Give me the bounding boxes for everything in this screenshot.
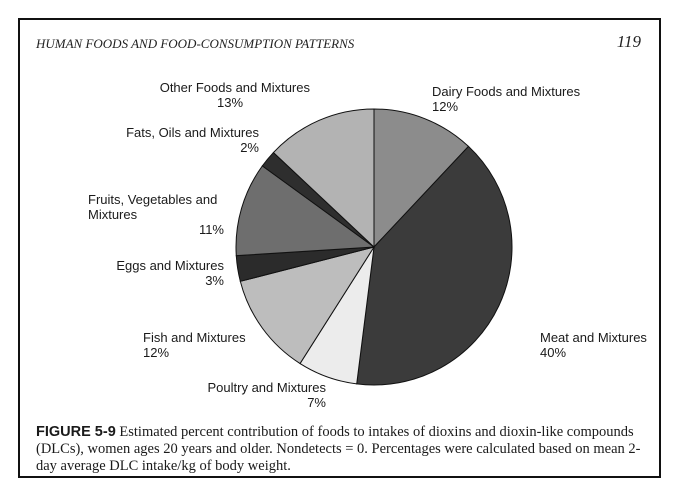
slice-label: Fish and Mixtures 12%: [143, 330, 263, 360]
page-frame: [18, 18, 661, 478]
category-label: Other Foods and Mixtures: [159, 80, 310, 95]
page-number: 119: [616, 32, 641, 51]
running-header: HUMAN FOODS AND FOOD-CONSUMPTION PATTERN…: [36, 36, 355, 51]
value-label: 3%: [205, 273, 224, 288]
category-label: Meat and Mixtures: [540, 330, 647, 345]
pie-slice: [272, 108, 375, 249]
pie-slice: [239, 246, 376, 365]
slice-label: Other Foods and Mixtures 13%: [150, 80, 310, 110]
category-label: Fruits, Vegetables and Mixtures: [88, 192, 218, 222]
slice-label: Dairy Foods and Mixtures 12%: [432, 84, 632, 114]
value-label: 11%: [198, 222, 224, 237]
value-label: 12%: [143, 345, 170, 360]
value-label: 7%: [307, 395, 326, 410]
pie-slice: [235, 165, 376, 257]
pie-slice: [356, 145, 513, 386]
slice-label: Fruits, Vegetables and Mixtures 11%: [88, 192, 224, 237]
value-label: 2%: [240, 140, 259, 155]
category-label: Fats, Oils and Mixtures: [126, 125, 259, 140]
category-label: Dairy Foods and Mixtures: [432, 84, 581, 99]
figure-caption: FIGURE 5-9 Estimated percent contributio…: [36, 424, 648, 475]
value-label: 12%: [432, 99, 459, 114]
category-label: Poultry and Mixtures: [207, 380, 327, 395]
value-label: 40%: [540, 345, 567, 360]
category-label: Fish and Mixtures: [143, 330, 246, 345]
slice-label: Fats, Oils and Mixtures 2%: [100, 125, 259, 155]
pie-slice: [373, 108, 470, 249]
slice-label: Eggs and Mixtures 3%: [100, 258, 224, 288]
slice-label: Meat and Mixtures 40%: [540, 330, 670, 360]
category-label: Eggs and Mixtures: [116, 258, 224, 273]
value-label: 13%: [216, 95, 244, 110]
caption-label: FIGURE 5-9: [36, 424, 116, 440]
caption-text: Estimated percent contribution of foods …: [36, 424, 641, 474]
slice-label: Poultry and Mixtures 7%: [180, 380, 327, 410]
